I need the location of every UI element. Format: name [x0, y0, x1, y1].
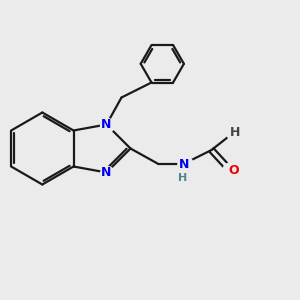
Text: H: H: [230, 125, 240, 139]
Text: N: N: [179, 158, 190, 172]
Text: O: O: [229, 164, 239, 178]
Text: H: H: [178, 173, 188, 183]
Text: N: N: [101, 166, 112, 179]
Text: N: N: [101, 118, 112, 131]
